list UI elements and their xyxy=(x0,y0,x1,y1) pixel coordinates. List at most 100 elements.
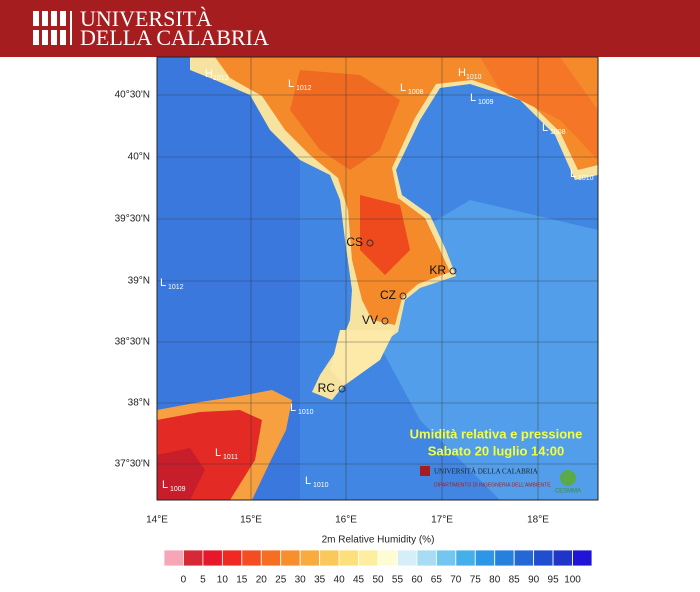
colorbar-swatch xyxy=(435,549,457,567)
colorbar-tick-label: 95 xyxy=(548,575,560,586)
header-title: UNIVERSITÀ xyxy=(80,6,212,31)
colorbar-swatch xyxy=(183,549,204,567)
lat-label: 40°30'N xyxy=(115,90,150,101)
colorbar-swatch xyxy=(377,549,398,567)
colorbar-swatch xyxy=(260,549,282,567)
colorbar-swatch xyxy=(416,549,437,567)
pressure-letter: L xyxy=(162,479,168,491)
pressure-value: 1010 xyxy=(298,409,314,416)
city-label: CS xyxy=(346,235,363,249)
logo-mark xyxy=(420,466,430,476)
pressure-letter: L xyxy=(305,475,311,487)
lat-label: 37°30'N xyxy=(115,459,150,470)
colorbar-swatch xyxy=(494,549,515,567)
colorbar-swatch xyxy=(163,549,184,567)
lon-label: 16°E xyxy=(335,515,357,526)
pressure-letter: L xyxy=(288,78,294,90)
colorbar-swatch xyxy=(397,549,418,567)
overlay-title: Umidità relativa e pressione xyxy=(410,426,583,441)
colorbar-tick-label: 70 xyxy=(450,575,462,586)
logo-text: UNIVERSITÀ DELLA CALABRIA xyxy=(434,468,538,476)
colorbar-tick-label: 60 xyxy=(411,575,423,586)
map-frame xyxy=(156,56,599,501)
lat-label: 40°N xyxy=(128,152,150,163)
pressure-value: 1010 xyxy=(313,482,329,489)
colorbar-swatch xyxy=(533,549,554,567)
colorbar-tick-label: 50 xyxy=(372,575,384,586)
colorbar-swatch xyxy=(552,549,573,567)
axis-labels: 40°30'N 40°N 39°30'N 39°N 38°30'N 38°N 37°30'N… xyxy=(115,90,550,526)
colorbar-tick-label: 40 xyxy=(334,575,346,586)
pressure-value: 1012 xyxy=(168,284,184,291)
pressure-letter: L xyxy=(542,122,548,134)
colorbar-tick-label: 85 xyxy=(509,575,521,586)
colorbar-tick-label: 15 xyxy=(236,575,248,586)
pressure-letter: L xyxy=(400,82,406,94)
overlay-subtitle: Sabato 20 luglio 14:00 xyxy=(428,443,565,458)
colorbar-tick-label: 0 xyxy=(181,575,187,586)
colorbar-swatch xyxy=(338,549,359,567)
colorbar-tick-label: 90 xyxy=(528,575,540,586)
colorbar-tick-label: 5 xyxy=(200,575,206,586)
colorbar-tick-label: 10 xyxy=(217,575,229,586)
colorbar-swatch xyxy=(280,549,301,567)
colorbar-tick-label: 65 xyxy=(431,575,443,586)
colorbar-swatch xyxy=(299,549,321,567)
colorbar-tick-label: 80 xyxy=(489,575,501,586)
colorbar-swatch xyxy=(241,549,262,567)
colorbar-swatch xyxy=(358,549,379,567)
lon-label: 18°E xyxy=(527,515,549,526)
lat-label: 39°N xyxy=(128,276,150,287)
logo-text: DIPARTIMENTO DI INGEGNERIA DELL'AMBIENTE xyxy=(434,482,551,488)
pressure-value: 1008 xyxy=(408,89,424,96)
colorbar-tick-label: 30 xyxy=(295,575,307,586)
colorbar-swatch xyxy=(221,549,243,567)
city-label: KR xyxy=(429,263,446,277)
logo-text: CESMMA xyxy=(555,489,581,495)
colorbar-swatch xyxy=(474,549,496,567)
graticule xyxy=(157,57,598,500)
pressure-value: 1009 xyxy=(170,486,186,493)
city-label: VV xyxy=(362,313,378,327)
lon-label: 17°E xyxy=(431,515,453,526)
lon-label: 15°E xyxy=(240,515,262,526)
pressure-letter: H xyxy=(458,67,466,79)
header-title: DELLA CALABRIA xyxy=(80,25,269,50)
pressure-value: 1012 xyxy=(296,85,312,92)
logo-mark xyxy=(560,470,576,486)
pressure-letter: L xyxy=(570,168,576,180)
colorbar-tick-label: 45 xyxy=(353,575,365,586)
colorbar-swatch xyxy=(513,549,535,567)
city-label: RC xyxy=(318,381,336,395)
pressure-value: 1010 xyxy=(578,175,594,182)
colorbar-tick-label: 100 xyxy=(564,575,581,586)
pressure-value: 1013 xyxy=(213,75,229,82)
city-labels: CS CZ KR VV RC xyxy=(318,235,457,395)
city-marker xyxy=(449,267,457,275)
lat-label: 38°N xyxy=(128,398,150,409)
city-marker xyxy=(338,385,346,393)
city-marker xyxy=(381,317,389,325)
lat-label: 38°30'N xyxy=(115,337,150,348)
pressure-letter: L xyxy=(215,447,221,459)
colorbar-tick-label: 20 xyxy=(256,575,268,586)
colorbar-swatch xyxy=(202,549,223,567)
logo-icon xyxy=(33,11,72,45)
lat-label: 39°30'N xyxy=(115,214,150,225)
city-marker xyxy=(366,239,374,247)
colorbar-swatch xyxy=(572,549,593,567)
colorbar-tick-label: 25 xyxy=(275,575,287,586)
pressure-letter: H xyxy=(205,68,213,80)
colorbar: 0 5 10 15 20 25 30 35 40 45 50 55 60 65 70 75 80 85 90 95 10… xyxy=(163,549,593,586)
colorbar-tick-label: 55 xyxy=(392,575,404,586)
colorbar-label: 2m Relative Humidity (%) xyxy=(322,535,435,546)
pressure-value: 1009 xyxy=(478,99,494,106)
city-label: CZ xyxy=(380,288,396,302)
colorbar-tick-label: 35 xyxy=(314,575,326,586)
pressure-value: 1008 xyxy=(550,129,566,136)
colorbar-swatch xyxy=(319,549,340,567)
pressure-letter: L xyxy=(290,402,296,414)
